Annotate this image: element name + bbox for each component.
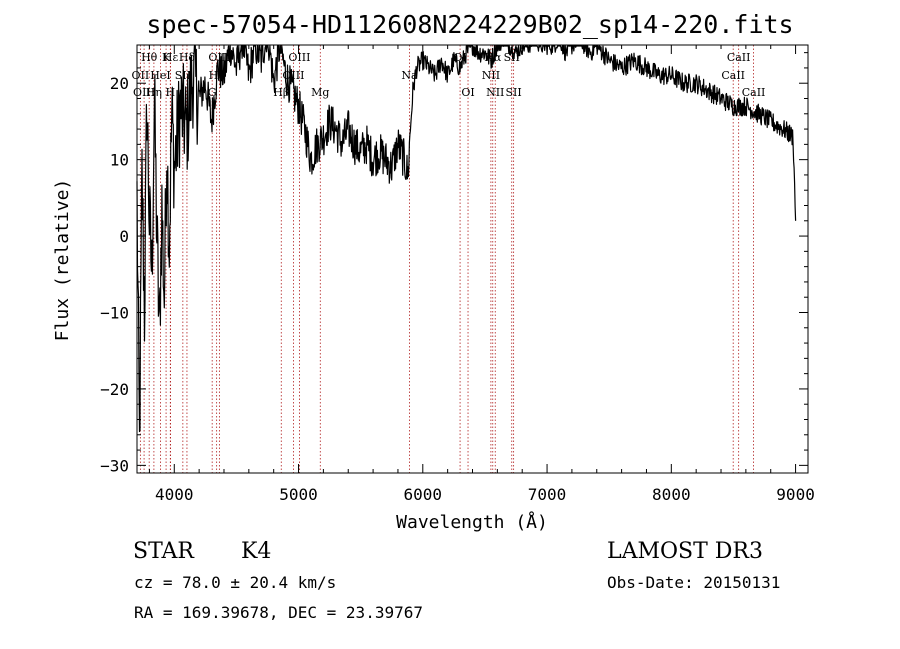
line-label: OIII <box>288 51 310 64</box>
line-label: OIII <box>133 86 155 99</box>
line-label: NII <box>486 86 504 99</box>
chart-title: spec-57054-HD112608N224229B02_sp14-220.f… <box>146 10 793 39</box>
coordinates: RA = 169.39678, DEC = 23.39767 <box>134 603 423 622</box>
line-label: CaII <box>727 51 751 64</box>
x-axis-label: Wavelength (Å) <box>396 511 548 533</box>
observation-date: Obs-Date: 20150131 <box>607 573 781 592</box>
x-tick-label: 6000 <box>404 485 443 504</box>
line-label: Hδ <box>179 51 196 64</box>
line-label: NII <box>482 69 500 82</box>
y-tick-label: −10 <box>100 304 129 323</box>
x-tick-label: 5000 <box>279 485 318 504</box>
line-label: SII <box>504 51 520 64</box>
line-label: CaII <box>742 86 766 99</box>
y-axis-label: Flux (relative) <box>52 179 73 342</box>
line-markers <box>139 45 754 473</box>
y-tick-label: 0 <box>119 227 129 246</box>
line-label: Mg <box>311 86 329 99</box>
x-tick-label: 9000 <box>776 485 815 504</box>
y-tick-label: 20 <box>110 74 129 93</box>
line-label: OI <box>461 86 474 99</box>
line-label: CaII <box>721 69 745 82</box>
spectral-subclass: K4 <box>241 539 272 564</box>
line-label: SII <box>506 86 522 99</box>
object-type: STAR <box>133 539 194 564</box>
line-label: K <box>162 51 171 64</box>
x-tick-label: 8000 <box>652 485 691 504</box>
survey-name: LAMOST DR3 <box>607 539 763 564</box>
line-label: OII <box>131 69 149 82</box>
line-label: Hη <box>146 86 162 99</box>
line-label: G <box>208 86 217 99</box>
x-tick-label: 4000 <box>155 485 194 504</box>
line-label: H <box>166 86 176 99</box>
y-tick-label: −20 <box>100 380 129 399</box>
line-label: Hε <box>163 51 179 64</box>
line-label: HeI <box>150 69 170 82</box>
y-tick-label: 10 <box>110 151 129 170</box>
x-tick-label: 7000 <box>528 485 567 504</box>
line-label: Hθ <box>141 51 158 64</box>
spectrum-line <box>136 45 797 433</box>
axis-ticks: 4000 5000 6000 7000 8000 9000 −30 −20 −10 0 10 20 <box>100 45 815 504</box>
redshift-cz: cz = 78.0 ± 20.4 km/s <box>134 573 337 592</box>
y-tick-label: −30 <box>100 456 129 475</box>
plot-frame <box>136 44 809 474</box>
line-label: Na <box>401 69 418 82</box>
line-label: Hβ <box>273 86 289 99</box>
